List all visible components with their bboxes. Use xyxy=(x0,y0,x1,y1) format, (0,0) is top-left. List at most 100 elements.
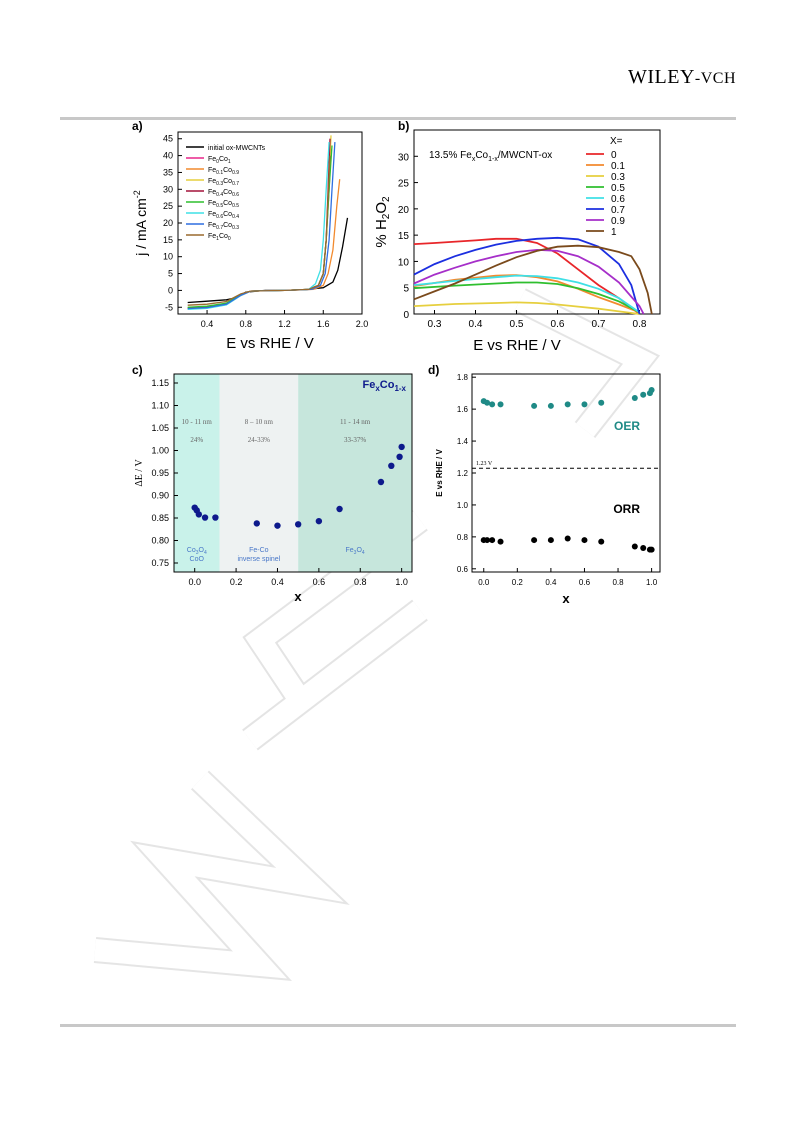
legend-title-b: X= xyxy=(610,136,623,147)
legend-label-b-2: 0.3 xyxy=(611,172,625,183)
chart-b-title-c: /MWCNT-ox xyxy=(498,150,552,161)
series-line-a-8 xyxy=(187,155,331,306)
region-band-0 xyxy=(174,374,220,572)
panel-c-label: c) xyxy=(132,363,143,377)
data-point-c-7 xyxy=(294,521,302,528)
data-point-c-10 xyxy=(377,478,385,486)
chart-d-svg: d) 0.0 0.2 0.4 0.6 0.8 1.0 0.6 0.8 1.0 1.2 1.4 1.6 1.… xyxy=(428,363,661,606)
region-percent-1: 24-33% xyxy=(248,436,270,444)
y-axis-label-b-b: O xyxy=(373,202,390,214)
y-tick-label-c: 0.90 xyxy=(151,491,169,501)
chart-c-title-sub1: x xyxy=(375,384,380,393)
legend-label-a-mid: Co xyxy=(219,233,228,240)
chart-c-title: FexCo1-x xyxy=(362,379,406,393)
y-tick-label-d: 1.0 xyxy=(457,501,469,510)
series-line-b-7 xyxy=(413,244,653,315)
y-tick-label-d: 0.8 xyxy=(457,533,469,542)
chart-b-title-sub2: 1-x xyxy=(488,156,498,163)
series-line-b-2 xyxy=(413,301,640,315)
legend-label-a-base: initial ox-MWCNTs xyxy=(208,145,266,152)
data-point-d-orr-2 xyxy=(489,537,496,544)
x-axis-label-b: E vs RHE / V xyxy=(473,337,561,354)
region-phase-2-sub1: 3 xyxy=(354,550,357,556)
data-point-c-11 xyxy=(388,462,395,469)
region-phase-2-mid: O xyxy=(356,547,362,554)
y-tick-label-a: 5 xyxy=(168,269,173,279)
y-tick-label-c: 0.75 xyxy=(151,558,169,568)
chart-c-title-b: Co xyxy=(380,379,395,391)
y-tick-label-c: 1.15 xyxy=(151,378,169,388)
publisher-logo-suffix: -VCH xyxy=(694,70,736,87)
x-tick-label-a: 2.0 xyxy=(356,319,369,329)
y-tick-label-a: 30 xyxy=(163,184,173,194)
data-point-d-orr-7 xyxy=(581,537,588,544)
y-tick-label-b: 20 xyxy=(398,205,410,216)
legend-label-a-1: Fe0Co1 xyxy=(208,156,231,165)
region-phase-0-sub1: 3 xyxy=(196,550,199,556)
legend-label-a-5: Fe0.5Co0.5 xyxy=(208,200,239,209)
region-size-2: 11 - 14 nm xyxy=(340,418,371,426)
x-tick-label-c: 1.0 xyxy=(395,577,408,587)
data-point-c-12 xyxy=(396,453,403,460)
y-axis-label-d: E vs RHE / V xyxy=(435,449,444,497)
region-phase-2-a: Fe xyxy=(345,547,353,554)
data-point-d-oer-4 xyxy=(531,402,538,409)
y-tick-label-d: 1.2 xyxy=(457,469,469,478)
region-phase-1-line2: inverse spinel xyxy=(237,556,280,563)
legend-label-a-sub1: 0.4 xyxy=(216,192,223,198)
y-tick-label-c: 0.95 xyxy=(151,468,169,478)
region-phase-0-sub2: 4 xyxy=(204,550,207,556)
x-tick-label-c: 0.8 xyxy=(354,577,367,587)
region-phase-1-a: Fe-Co xyxy=(249,547,269,554)
data-point-d-oer-2 xyxy=(489,401,496,408)
legend-label-a-sub2: 0.3 xyxy=(232,225,239,231)
legend-label-a-8: Fe1Co0 xyxy=(208,233,231,242)
x-tick-label-b: 0.3 xyxy=(428,319,442,330)
data-point-d-orr-9 xyxy=(631,543,638,550)
region-band-1 xyxy=(219,374,299,572)
data-point-c-5 xyxy=(253,520,260,527)
legend-label-a-base: Fe xyxy=(208,178,216,185)
legend-label-a-base: Fe xyxy=(208,233,216,240)
data-point-d-orr-10 xyxy=(640,545,647,552)
data-point-c-2 xyxy=(195,511,203,518)
x-tick-label-a: 1.2 xyxy=(278,319,291,329)
data-point-d-oer-6 xyxy=(564,401,571,408)
data-point-d-oer-7 xyxy=(581,401,588,408)
data-point-d-oer-9 xyxy=(631,394,638,401)
data-point-d-oer-12 xyxy=(648,386,655,393)
region-percent-0: 24% xyxy=(190,436,203,444)
y-tick-label-b: 5 xyxy=(403,284,409,295)
chart-c-title-a: Fe xyxy=(362,379,375,391)
panel-a-label: a) xyxy=(132,119,143,133)
series-line-b-3 xyxy=(413,281,640,314)
x-axis-label-a: E vs RHE / V xyxy=(226,335,314,352)
legend-label-b-0: 0 xyxy=(611,150,617,161)
region-size-0: 10 - 11 nm xyxy=(182,418,213,426)
region-percent-2: 33-37% xyxy=(344,436,366,444)
legend-label-a-base: Fe xyxy=(208,211,216,218)
x-tick-label-d: 0.0 xyxy=(478,578,490,587)
region-phase-0: Co3O4 xyxy=(187,547,207,556)
x-tick-label-b: 0.5 xyxy=(510,319,524,330)
page-header: WILEY-VCH xyxy=(0,0,793,125)
legend-label-a-3: Fe0.3Co0.7 xyxy=(208,178,239,187)
legend-label-a-base: Fe xyxy=(208,189,216,196)
chart-b-title-b: Co xyxy=(475,150,488,161)
x-tick-label-b: 0.4 xyxy=(469,319,483,330)
y-tick-label-c: 1.05 xyxy=(151,423,169,433)
y-tick-label-b: 30 xyxy=(398,152,410,163)
y-tick-label-a: 20 xyxy=(163,218,173,228)
legend-label-a-sub1: 0.7 xyxy=(216,225,223,231)
x-tick-label-d: 0.8 xyxy=(612,578,624,587)
publisher-logo-main: WILEY xyxy=(627,66,695,88)
legend-label-b-3: 0.5 xyxy=(611,183,625,194)
x-tick-label-d: 0.2 xyxy=(512,578,524,587)
data-point-d-orr-5 xyxy=(547,537,554,544)
x-axis-label-c: x xyxy=(294,589,302,604)
header-rule xyxy=(60,117,736,120)
panel-b-label: b) xyxy=(398,119,409,133)
x-tick-label-b: 0.6 xyxy=(551,319,565,330)
chart-b-title-sub1: x xyxy=(472,156,476,163)
data-point-d-orr-3 xyxy=(497,538,504,545)
